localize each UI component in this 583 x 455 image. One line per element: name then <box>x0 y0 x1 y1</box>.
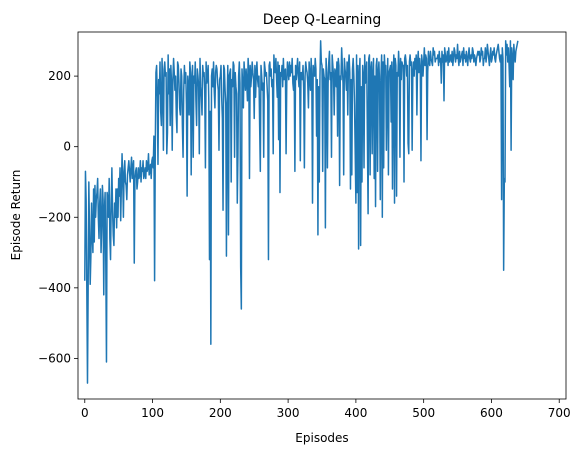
y-tick-label: −200 <box>38 210 71 224</box>
y-axis: −600 −400 −200 0 200 <box>38 69 78 365</box>
x-tick-label: 200 <box>209 406 232 420</box>
chart-title: Deep Q-Learning <box>263 12 382 28</box>
x-tick-label: 0 <box>81 406 89 420</box>
series-layer <box>84 40 519 384</box>
series-line <box>84 40 519 384</box>
x-axis-label: Episodes <box>295 431 348 445</box>
x-tick-label: 100 <box>141 406 164 420</box>
y-tick-label: 200 <box>48 69 71 83</box>
x-tick-label: 500 <box>412 406 435 420</box>
y-tick-label: 0 <box>63 140 71 154</box>
y-axis-label: Episode Return <box>9 170 23 261</box>
x-axis: 0 100 200 300 400 500 600 700 <box>81 399 571 420</box>
x-tick-label: 600 <box>480 406 503 420</box>
x-tick-label: 400 <box>344 406 367 420</box>
y-tick-label: −600 <box>38 351 71 365</box>
x-tick-label: 700 <box>548 406 571 420</box>
x-tick-label: 300 <box>277 406 300 420</box>
y-tick-label: −400 <box>38 281 71 295</box>
plot-frame <box>77 31 567 400</box>
